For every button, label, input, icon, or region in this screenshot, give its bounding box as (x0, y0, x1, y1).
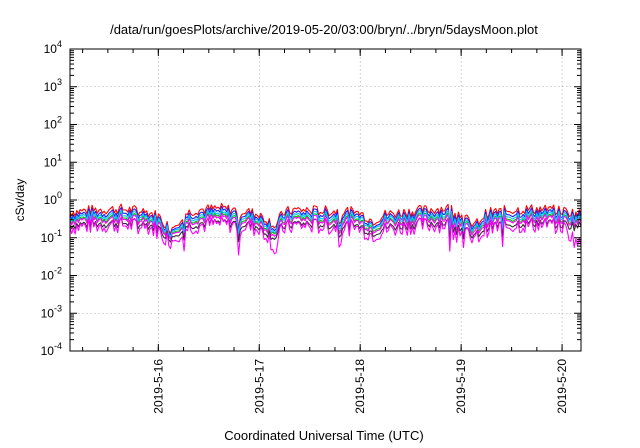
y-tick-label: 101 (44, 152, 62, 169)
y-tick-label: 104 (44, 39, 62, 56)
series-line-6 (69, 215, 582, 256)
y-tick-label: 10-1 (41, 228, 62, 245)
x-tick-label: 2019-5-18 (353, 359, 367, 414)
y-tick-label: 10-4 (41, 341, 62, 358)
y-tick-label: 103 (44, 77, 62, 94)
series-line-0 (69, 202, 582, 234)
data-series (69, 202, 582, 256)
y-axis: 10-4 10-3 10-2 10-1 100 101 102 103 104 (41, 39, 581, 358)
series-line-4 (69, 208, 582, 238)
x-axis-label: Coordinated Universal Time (UTC) (224, 428, 423, 443)
x-tick-label: 2019-5-17 (252, 359, 266, 414)
y-tick-label: 10-3 (41, 303, 62, 320)
y-tick-label: 100 (44, 190, 62, 207)
x-tick-label: 2019-5-16 (151, 359, 165, 414)
y-tick-label: 102 (44, 115, 62, 132)
series-line-3 (69, 212, 582, 240)
x-tick-label: 2019-5-20 (555, 359, 569, 414)
series-line-1 (69, 205, 582, 236)
y-tick-label: 10-2 (41, 266, 62, 283)
x-axis: 2019-5-16 2019-5-17 2019-5-18 2019-5-19 2019… (82, 49, 569, 414)
grid-lines (70, 49, 581, 351)
y-axis-label: cSv/day (13, 179, 27, 222)
chart-title: /data/run/goesPlots/archive/2019-05-20/0… (110, 22, 538, 37)
x-tick-label: 2019-5-19 (454, 359, 468, 414)
